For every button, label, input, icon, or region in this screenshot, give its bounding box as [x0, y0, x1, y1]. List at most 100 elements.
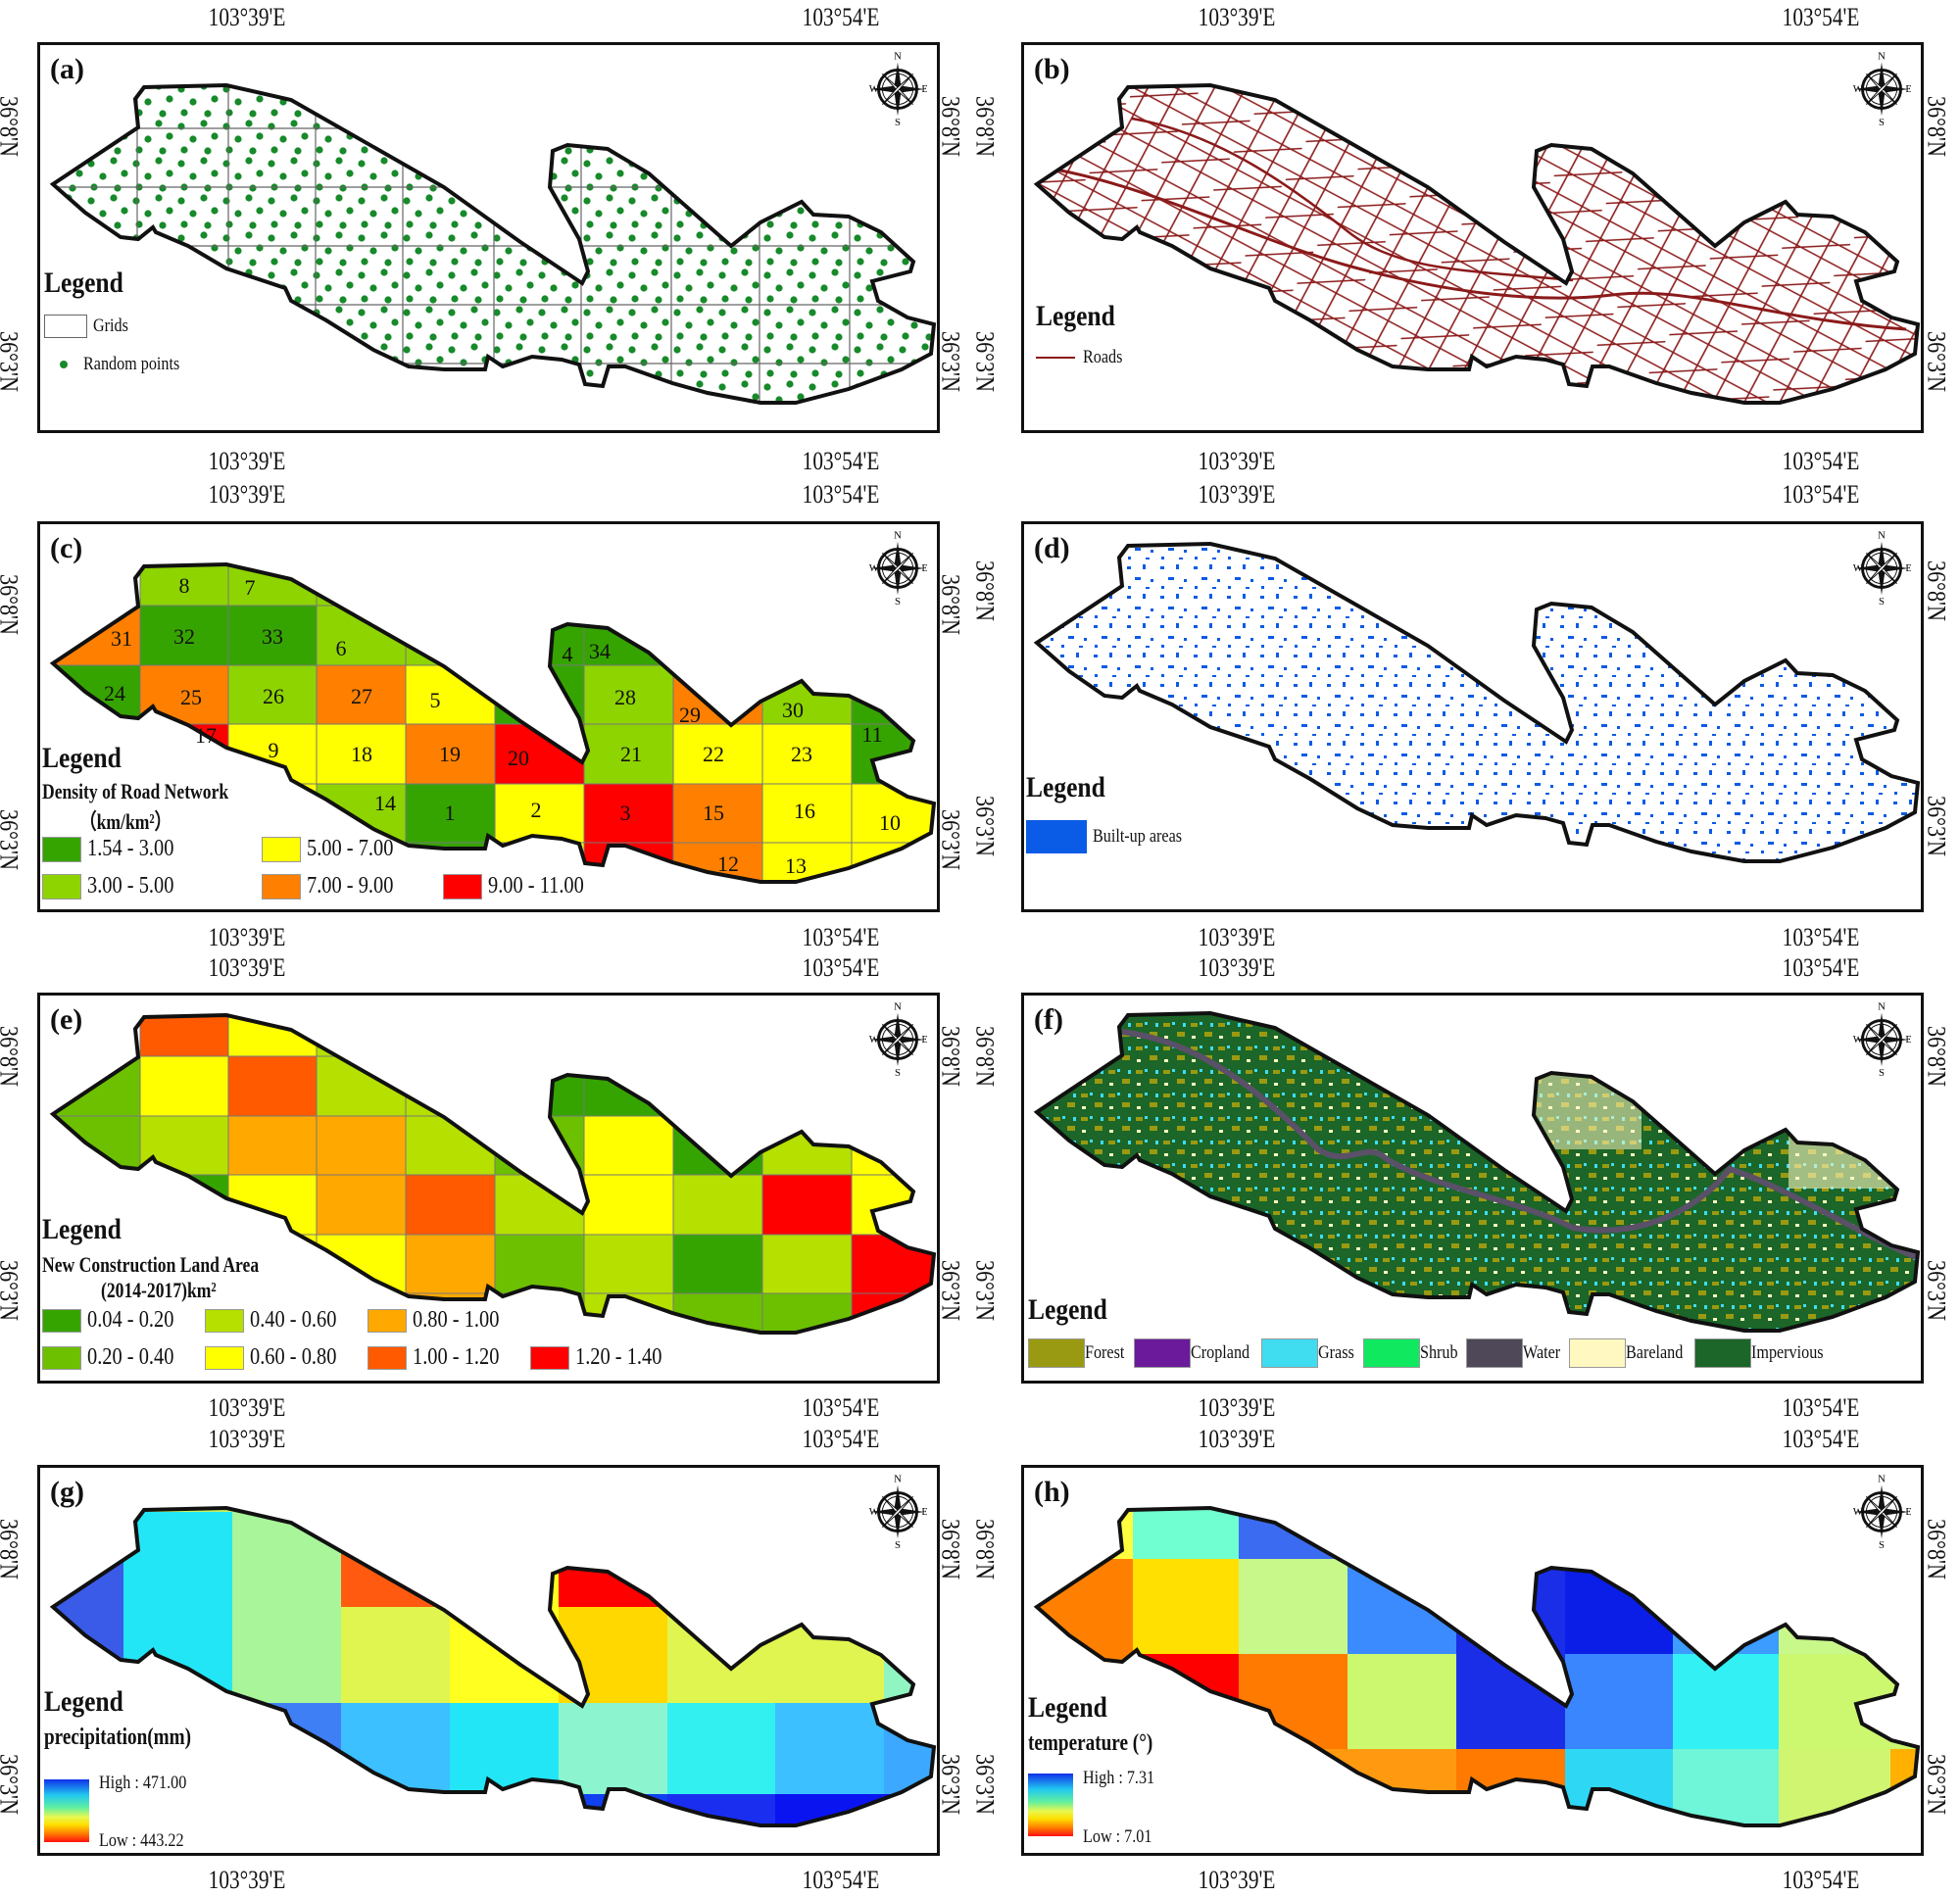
lon-label: 103°39'E: [208, 3, 286, 31]
legend-item: 9.00 - 11.00: [443, 873, 601, 899]
lat-label: 36°8'N: [1922, 1026, 1951, 1087]
lon-label: 103°54'E: [802, 953, 880, 982]
grid-id-27: 27: [351, 684, 372, 708]
grid-id-19: 19: [439, 742, 461, 766]
lat-label: 36°3'N: [970, 796, 1000, 856]
lat-label: 36°3'N: [0, 1260, 24, 1321]
legend-item-built-up: Built-up areas: [1026, 820, 1198, 853]
panel-d-built-up: (d) Legend Built-up areas: [1021, 521, 1924, 912]
north-arrow-compass-icon: [1852, 528, 1911, 607]
panel-c-road-density: 8 7 31 32 33 6 4 34 24 25 26 27 5 28 29 …: [37, 521, 940, 912]
panel-tag: (d): [1034, 532, 1070, 564]
lat-label: 36°3'N: [936, 331, 965, 392]
lat-label: 36°3'N: [1922, 1260, 1951, 1321]
map-b: [1035, 83, 1920, 405]
lat-label: 36°3'N: [1922, 331, 1951, 392]
grid-id-15: 15: [703, 801, 724, 825]
legend-item: 3.00 - 5.00: [42, 873, 189, 899]
legend-item: Bareland: [1568, 1338, 1693, 1368]
lat-label: 36°8'N: [0, 1026, 24, 1087]
lon-label: 103°39'E: [1198, 480, 1276, 509]
grid-id-29: 29: [679, 703, 701, 727]
lon-label: 103°54'E: [802, 1425, 880, 1453]
lon-label: 103°39'E: [1198, 953, 1276, 982]
legend-item: 0.40 - 0.60: [205, 1307, 352, 1334]
legend-item: 1.20 - 1.40: [530, 1344, 677, 1371]
grid-id-3: 3: [620, 801, 631, 825]
lon-label: 103°39'E: [208, 480, 286, 509]
map-h: [1035, 1506, 1920, 1827]
color-ramp: [44, 1779, 89, 1842]
lon-label: 103°54'E: [802, 923, 880, 951]
grid-id-4: 4: [563, 642, 573, 666]
lon-label: 103°39'E: [1198, 923, 1276, 951]
grid-id-10: 10: [879, 810, 901, 835]
green-dot-icon: [60, 361, 68, 368]
lat-label: 36°3'N: [1922, 1754, 1951, 1815]
lat-label: 36°8'N: [1922, 96, 1951, 157]
grid-id-5: 5: [430, 688, 441, 712]
legend-unit: (2014-2017)km²: [101, 1278, 217, 1302]
panel-g-precipitation: (g) Legend precipitation(mm) High : 471.…: [37, 1465, 940, 1856]
legend-item: Grass: [1261, 1338, 1360, 1368]
map-e: [51, 1013, 936, 1335]
grid-id-23: 23: [791, 742, 812, 766]
lon-label: 103°54'E: [1782, 953, 1860, 982]
lon-label: 103°39'E: [1198, 447, 1276, 475]
north-arrow-compass-icon: [1852, 999, 1911, 1078]
legend-item: 0.20 - 0.40: [42, 1344, 189, 1371]
lon-label: 103°54'E: [1782, 447, 1860, 475]
lat-label: 36°3'N: [0, 331, 24, 392]
map-a: [51, 83, 936, 405]
grid-id-1: 1: [445, 801, 456, 825]
legend-subtitle: temperature (°): [1028, 1730, 1153, 1756]
panel-b-roads: (b) Legend Roads: [1021, 42, 1924, 433]
panel-tag: (b): [1034, 53, 1070, 85]
legend-item: 7.00 - 9.00: [262, 873, 409, 899]
legend-title: Legend: [42, 742, 122, 774]
legend-item: Impervious: [1694, 1338, 1837, 1368]
legend-title: Legend: [1026, 771, 1105, 803]
legend-item: Water: [1465, 1338, 1567, 1368]
lon-label: 103°54'E: [802, 480, 880, 509]
map-c: 8 7 31 32 33 6 4 34 24 25 26 27 5 28 29 …: [51, 562, 936, 884]
lat-label: 36°8'N: [936, 1519, 965, 1580]
lat-label: 36°8'N: [0, 574, 24, 635]
color-ramp: [1028, 1774, 1073, 1836]
lat-label: 36°8'N: [970, 96, 1000, 157]
lat-label: 36°3'N: [970, 1754, 1000, 1815]
legend-item-grids: Grids: [44, 315, 134, 338]
legend-item: 5.00 - 7.00: [262, 836, 409, 862]
lat-label: 36°8'N: [936, 96, 965, 157]
grid-id-16: 16: [794, 799, 815, 823]
grid-id-28: 28: [614, 685, 636, 709]
lon-label: 103°54'E: [802, 1866, 880, 1894]
lat-label: 36°3'N: [1922, 796, 1951, 856]
map-d: [1035, 542, 1920, 863]
grid-id-30: 30: [782, 698, 804, 722]
ramp-high-label: High : 7.31: [1083, 1768, 1155, 1788]
north-arrow-compass-icon: [1852, 1472, 1911, 1550]
legend-item: 1.00 - 1.20: [368, 1344, 514, 1371]
lat-label: 36°8'N: [970, 560, 1000, 621]
lon-label: 103°39'E: [1198, 1425, 1276, 1453]
lat-label: 36°3'N: [0, 1754, 24, 1815]
lon-label: 103°54'E: [802, 3, 880, 31]
panel-a-random-points: (a) Legend Grids Random points: [37, 42, 940, 433]
grid-id-31: 31: [111, 626, 132, 651]
lon-label: 103°54'E: [1782, 480, 1860, 509]
grid-id-25: 25: [180, 685, 202, 709]
ramp-low-label: Low : 7.01: [1083, 1826, 1152, 1847]
legend-item: Cropland: [1133, 1338, 1260, 1368]
lon-label: 103°39'E: [1198, 1866, 1276, 1894]
panel-h-temperature: (h) Legend temperature (°) High : 7.31 L…: [1021, 1465, 1924, 1856]
grid-id-14: 14: [374, 791, 396, 815]
legend-title: Legend: [1028, 1293, 1107, 1326]
legend-title: Legend: [44, 267, 123, 299]
grid-id-6: 6: [336, 636, 347, 660]
north-arrow-compass-icon: [868, 999, 927, 1078]
lat-label: 36°3'N: [936, 1260, 965, 1321]
grid-id-8: 8: [179, 573, 190, 598]
lon-label: 103°54'E: [802, 1393, 880, 1422]
lat-label: 36°3'N: [970, 331, 1000, 392]
